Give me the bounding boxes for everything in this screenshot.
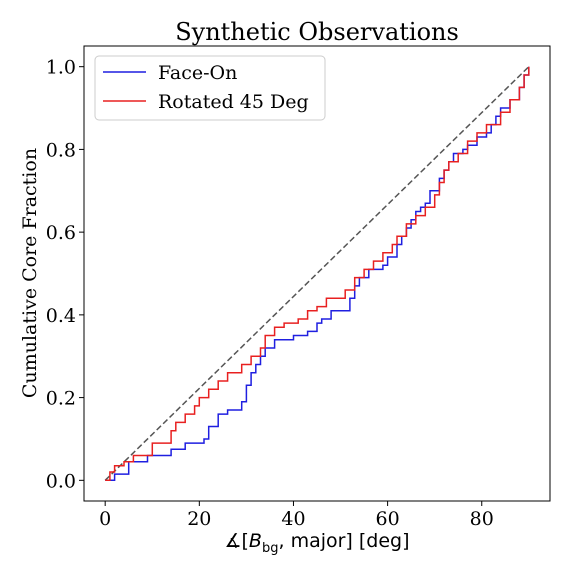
x-tick-label: 40 bbox=[281, 508, 305, 530]
axes-frame bbox=[83, 45, 551, 502]
legend: Face-On Rotated 45 Deg bbox=[94, 55, 326, 121]
y-tick-label: 1.0 bbox=[46, 57, 76, 79]
x-axis-label-subscript: bg bbox=[262, 541, 279, 556]
x-axis-label-rest: , major] [deg] bbox=[278, 530, 409, 552]
y-tick-label: 0.8 bbox=[46, 139, 76, 161]
y-axis-label: Cumulative Core Fraction bbox=[19, 148, 41, 398]
legend-label-rotated-45-deg: Rotated 45 Deg bbox=[158, 91, 309, 113]
x-tick-label: 20 bbox=[187, 508, 211, 530]
y-tick-label: 0.2 bbox=[46, 388, 76, 410]
y-tick-label: 0.6 bbox=[46, 222, 76, 244]
x-axis-label-angle: ∡ bbox=[224, 530, 241, 552]
x-axis: 0 20 40 60 80 bbox=[99, 501, 494, 530]
x-tick-label: 60 bbox=[376, 508, 400, 530]
legend-label-face-on: Face-On bbox=[158, 62, 237, 84]
y-axis: 0.0 0.2 0.4 0.6 0.8 1.0 bbox=[46, 57, 84, 492]
x-tick-label: 0 bbox=[99, 508, 111, 530]
x-tick-label: 80 bbox=[470, 508, 494, 530]
chart-title: Synthetic Observations bbox=[175, 18, 459, 46]
x-axis-label-open: [ bbox=[242, 530, 249, 552]
x-axis-label: ∡[Bbg, major] [deg] bbox=[224, 530, 409, 556]
x-axis-label-field: B bbox=[249, 530, 262, 552]
y-tick-label: 0.0 bbox=[46, 470, 76, 492]
plot-area bbox=[104, 66, 530, 482]
legend-box bbox=[94, 55, 326, 121]
series-line-rotated-45-deg bbox=[105, 66, 530, 482]
y-tick-label: 0.4 bbox=[46, 305, 76, 327]
